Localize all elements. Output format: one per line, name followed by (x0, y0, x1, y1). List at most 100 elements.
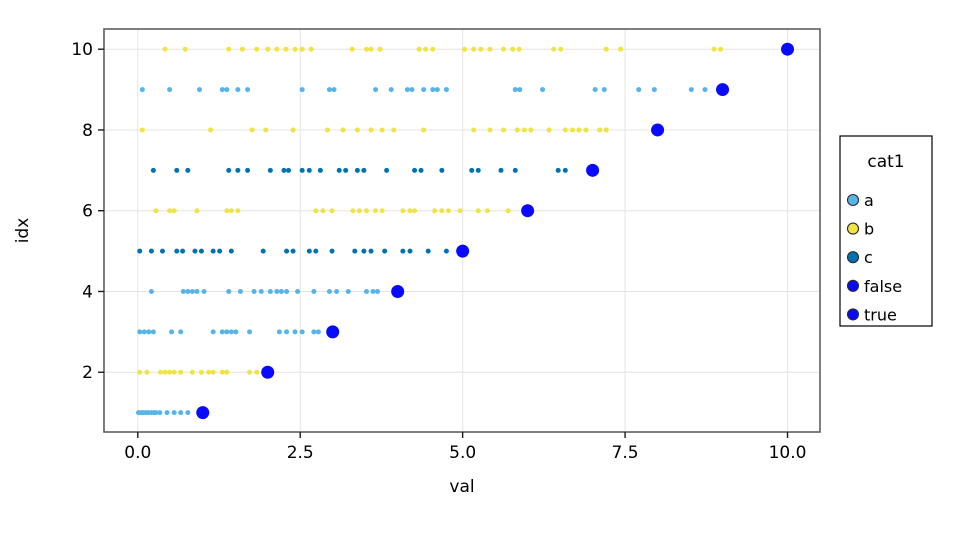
scatter-dot (276, 329, 282, 335)
x-tick-label: 10.0 (769, 443, 807, 463)
scatter-dot (478, 46, 484, 52)
scatter-dot (274, 46, 280, 52)
scatter-dot (254, 369, 260, 375)
scatter-dot (265, 46, 271, 52)
scatter-dot (233, 329, 239, 335)
scatter-dot (245, 167, 251, 173)
scatter-dot (313, 248, 319, 254)
scatter-dot (290, 248, 296, 254)
scatter-dot (558, 46, 564, 52)
scatter-dot (562, 127, 568, 133)
series-idx-2 (137, 369, 260, 375)
scatter-dot (349, 46, 355, 52)
scatter-dot (583, 127, 589, 133)
scatter-dot (421, 87, 427, 93)
scatter-dot (562, 167, 568, 173)
scatter-dot (185, 410, 191, 416)
scatter-dot (501, 127, 507, 133)
scatter-dot (551, 46, 557, 52)
scatter-dot (162, 46, 168, 52)
scatter-dot (521, 127, 527, 133)
scatter-dot (226, 167, 232, 173)
legend: cat1 abc false true (839, 135, 933, 327)
scatter-dot (171, 369, 177, 375)
y-tick-label: 4 (82, 282, 93, 302)
scatter-dot (237, 288, 243, 294)
highlight-dot (586, 163, 600, 177)
scatter-dot (471, 46, 477, 52)
scatter-dot (185, 167, 191, 173)
scatter-dot (292, 329, 298, 335)
highlight-dot (781, 42, 795, 56)
scatter-dot (407, 248, 413, 254)
scatter-dot (150, 167, 156, 173)
scatter-dot (517, 87, 523, 93)
scatter-dot (325, 127, 331, 133)
scatter-dot (384, 167, 390, 173)
scatter-dot (636, 87, 642, 93)
scatter-dot (363, 46, 369, 52)
scatter-dot (299, 46, 305, 52)
scatter-dot (400, 208, 406, 214)
scatter-dot (189, 288, 195, 294)
scatter-dot (352, 248, 358, 254)
scatter-dot (315, 329, 321, 335)
scatter-dot (208, 127, 214, 133)
legend-item-b: b (846, 220, 874, 239)
scatter-dot (423, 46, 429, 52)
x-tick-label: 2.5 (287, 443, 314, 463)
scatter-dot (363, 208, 369, 214)
legend-marker (846, 308, 860, 321)
highlight-dot (261, 365, 275, 379)
scatter-dot (308, 46, 314, 52)
scatter-dot (439, 167, 445, 173)
scatter-dot (379, 127, 385, 133)
y-axis-label: idx (13, 218, 33, 244)
highlight-dot (326, 325, 340, 339)
scatter-dot (368, 46, 374, 52)
scatter-dot (239, 46, 245, 52)
scatter-dot (702, 87, 708, 93)
scatter-dot (345, 288, 351, 294)
scatter-dot (210, 329, 216, 335)
scatter-dot (235, 87, 241, 93)
scatter-dot (373, 87, 379, 93)
scatter-dot (487, 127, 493, 133)
scatter-dot (249, 127, 255, 133)
scatter-dot (439, 208, 445, 214)
scatter-dot (247, 369, 253, 375)
scatter-dot (350, 208, 356, 214)
scatter-dot (281, 167, 287, 173)
legend-item-false: false (846, 277, 902, 296)
scatter-dot (286, 167, 292, 173)
x-axis-label: val (449, 477, 474, 497)
scatter-dot (194, 288, 200, 294)
scatter-dot (180, 248, 186, 254)
axis-ticks: 0.0 2.5 5.0 7.5 10.0 2 4 6 8 10 (71, 40, 806, 463)
scatter-dot (601, 87, 607, 93)
scatter-dot (228, 248, 234, 254)
scatter-dot (137, 329, 143, 335)
x-tick-label: 7.5 (612, 443, 639, 463)
scatter-dot (430, 46, 436, 52)
scatter-dot (210, 369, 216, 375)
legend-marker (846, 279, 860, 292)
legend-title: cat1 (867, 152, 904, 172)
highlight-dot (651, 123, 665, 137)
scatter-dot (146, 329, 152, 335)
scatter-dot (407, 208, 413, 214)
scatter-dot (311, 288, 317, 294)
legend-marker (846, 251, 860, 264)
scatter-dot (158, 369, 164, 375)
scatter-dot (219, 369, 225, 375)
highlight-dot (521, 204, 535, 218)
scatter-dot (603, 127, 609, 133)
scatter-dot (377, 46, 383, 52)
scatter-dot (462, 46, 468, 52)
highlight-dot (456, 244, 470, 258)
scatter-dot (174, 248, 180, 254)
scatter-dot (137, 369, 143, 375)
scatter-dot (226, 46, 232, 52)
scatter-dot (295, 288, 301, 294)
